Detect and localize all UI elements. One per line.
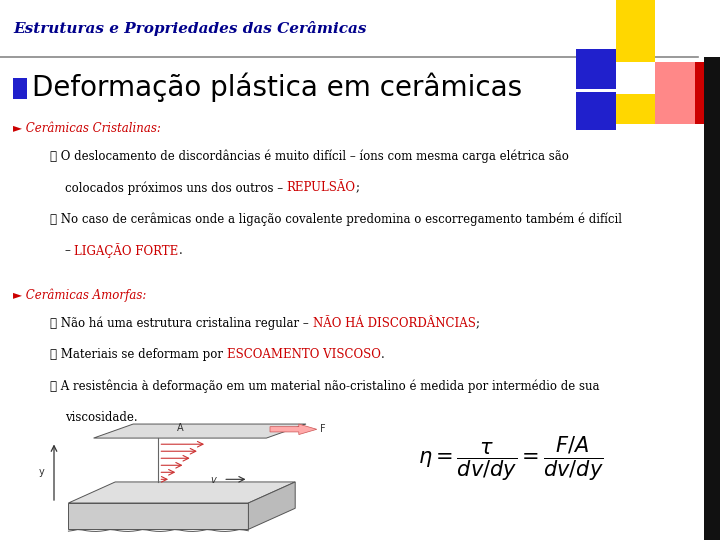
Text: ESCOAMENTO VISCOSO: ESCOAMENTO VISCOSO bbox=[227, 348, 381, 361]
Bar bbox=[0, 0, 720, 57]
Text: ✓ O deslocamento de discordâncias é muito difícil – íons com mesma carga elétric: ✓ O deslocamento de discordâncias é muit… bbox=[50, 150, 570, 163]
Bar bbox=[576, 92, 616, 130]
Text: REPULSÃO: REPULSÃO bbox=[287, 181, 356, 194]
Bar bbox=[576, 49, 616, 89]
Text: ► Cerâmicas Amorfas:: ► Cerâmicas Amorfas: bbox=[13, 288, 146, 302]
Text: Estruturas e Propriedades das Cerâmicas: Estruturas e Propriedades das Cerâmicas bbox=[13, 21, 366, 36]
Bar bbox=[13, 78, 27, 99]
Text: A: A bbox=[176, 422, 184, 433]
Bar bbox=[616, 94, 655, 124]
Text: viscosidade.: viscosidade. bbox=[65, 411, 138, 424]
Text: ✓ Não há uma estrutura cristalina regular –: ✓ Não há uma estrutura cristalina regula… bbox=[50, 316, 313, 330]
Bar bbox=[616, 0, 655, 62]
Polygon shape bbox=[94, 424, 306, 438]
Text: v: v bbox=[210, 475, 216, 485]
Text: ✓ Materiais se deformam por: ✓ Materiais se deformam por bbox=[50, 348, 227, 361]
Text: LIGAÇÃO FORTE: LIGAÇÃO FORTE bbox=[74, 243, 179, 258]
Text: colocados próximos uns dos outros –: colocados próximos uns dos outros – bbox=[65, 181, 287, 195]
Polygon shape bbox=[248, 482, 295, 529]
Text: ✓ No caso de cerâmicas onde a ligação covalente predomina o escorregamento també: ✓ No caso de cerâmicas onde a ligação co… bbox=[50, 212, 622, 226]
Polygon shape bbox=[68, 482, 295, 503]
Text: ;: ; bbox=[476, 317, 480, 330]
Text: $\eta = \dfrac{\tau}{dv/dy} = \dfrac{F/A}{dv/dy}$: $\eta = \dfrac{\tau}{dv/dy} = \dfrac{F/A… bbox=[418, 435, 603, 483]
Bar bbox=[704, 57, 720, 540]
Text: NÃO HÁ DISCORDÂNCIAS: NÃO HÁ DISCORDÂNCIAS bbox=[313, 317, 476, 330]
Text: ✓ A resistência à deformação em um material não-cristalino é medida por interméd: ✓ A resistência à deformação em um mater… bbox=[50, 379, 600, 393]
Text: Deformação plástica em cerâmicas: Deformação plástica em cerâmicas bbox=[32, 73, 523, 102]
Text: y: y bbox=[39, 467, 44, 477]
Text: .: . bbox=[381, 348, 384, 361]
Bar bbox=[655, 62, 695, 124]
Text: .: . bbox=[179, 244, 182, 257]
Text: ;: ; bbox=[356, 181, 360, 194]
Text: F: F bbox=[320, 424, 326, 434]
Text: ► Cerâmicas Cristalinas:: ► Cerâmicas Cristalinas: bbox=[13, 122, 161, 135]
Polygon shape bbox=[68, 503, 248, 529]
Text: –: – bbox=[65, 244, 74, 257]
Bar bbox=[695, 62, 706, 124]
Polygon shape bbox=[270, 424, 317, 435]
